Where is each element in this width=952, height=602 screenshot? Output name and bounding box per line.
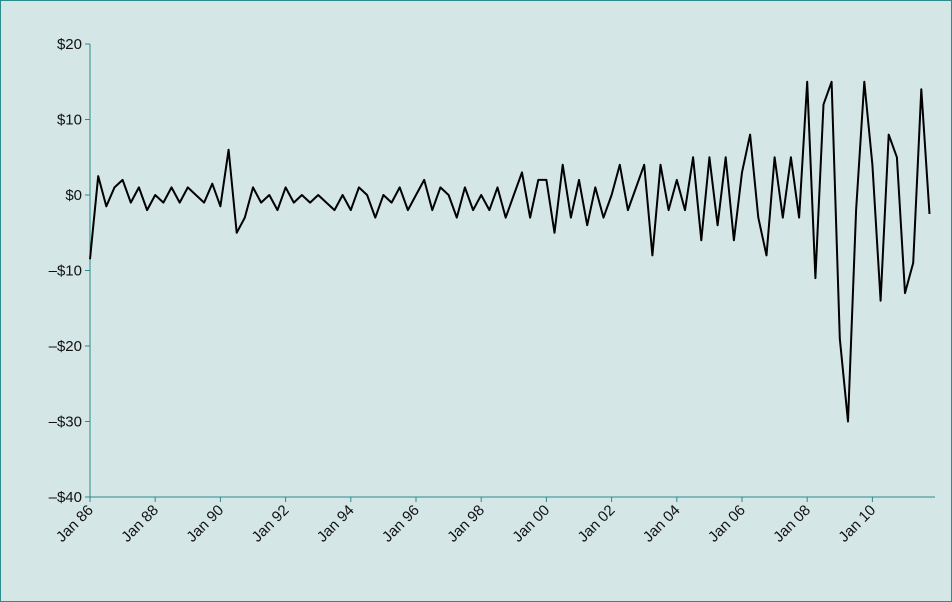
y-tick-label: –$20	[49, 338, 82, 355]
y-tick-label: $20	[57, 36, 82, 53]
y-tick-label: $0	[65, 187, 82, 204]
y-tick-label: –$30	[49, 414, 82, 431]
y-tick-label: –$40	[49, 489, 82, 506]
y-tick-label: –$10	[49, 263, 82, 280]
y-tick-label: $10	[57, 112, 82, 129]
series-line	[89, 80, 931, 423]
